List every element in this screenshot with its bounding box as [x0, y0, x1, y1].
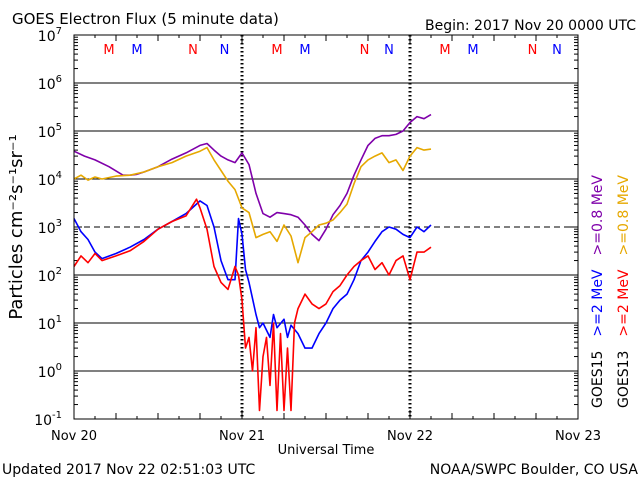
- y-tick-label: 105: [38, 122, 62, 141]
- satellite-marker: N: [220, 43, 230, 58]
- x-tick-label: Nov 20: [51, 429, 97, 444]
- y-tick-exponent: 6: [56, 74, 62, 85]
- satellite-marker: M: [299, 43, 310, 58]
- y-tick-label: 100: [38, 362, 62, 381]
- legend-entry-goes15_2mev: >=2 MeV: [590, 269, 606, 337]
- legend-entry-goes13_2mev: >=2 MeV: [616, 269, 632, 337]
- x-axis-label: Universal Time: [278, 443, 375, 458]
- satellite-marker: N: [528, 43, 538, 58]
- satellite-marker: N: [188, 43, 198, 58]
- y-tick-label: 10-1: [34, 410, 62, 429]
- y-tick-exponent: 4: [56, 170, 62, 181]
- updated-timestamp: Updated 2017 Nov 22 02:51:03 UTC: [2, 462, 255, 478]
- satellite-marker: N: [360, 43, 370, 58]
- data-series: [73, 113, 432, 412]
- chart-title: GOES Electron Flux (5 minute data): [12, 10, 279, 28]
- legend: GOES15 >=2 MeV >=0.8 MeV GOES13 >=2 MeV >=0.8…: [590, 175, 632, 408]
- y-tick-label: 101: [38, 314, 62, 333]
- y-tick-exponent: 3: [56, 218, 62, 229]
- satellite-marker: M: [467, 43, 478, 58]
- legend-satellite-label: GOES15: [590, 351, 606, 408]
- y-tick-exponent: 1: [56, 314, 62, 325]
- y-axis-label: Particles cm⁻²s⁻¹sr⁻¹: [6, 134, 27, 319]
- y-tick-exponent: 7: [56, 26, 62, 37]
- series-line-goes13_2mev: [73, 198, 432, 412]
- series-line-goes15_08mev: [73, 113, 432, 242]
- x-tick-label: Nov 22: [387, 429, 433, 444]
- legend-entry-goes15_08mev: >=0.8 MeV: [590, 175, 606, 256]
- satellite-marker: M: [271, 43, 282, 58]
- y-tick-label: 103: [38, 218, 62, 237]
- satellite-marker: M: [439, 43, 450, 58]
- begin-date-label: Begin: 2017 Nov 20 0000 UTC: [425, 18, 636, 34]
- x-tick-label: Nov 23: [555, 429, 601, 444]
- satellite-marker: N: [384, 43, 394, 58]
- y-tick-label: 102: [38, 266, 62, 285]
- plot-frame: [73, 34, 579, 420]
- gridlines: [74, 35, 578, 419]
- y-tick-label: 106: [38, 74, 62, 93]
- satellite-marker: M: [131, 43, 142, 58]
- legend-column-goes15: GOES15 >=2 MeV >=0.8 MeV: [590, 175, 606, 408]
- y-tick-exponent: 2: [56, 266, 62, 277]
- y-tick-label: 107: [38, 26, 62, 45]
- y-tick-exponent: 0: [56, 362, 62, 373]
- credit-label: NOAA/SWPC Boulder, CO USA: [430, 462, 639, 478]
- satellite-marker: M: [103, 43, 114, 58]
- x-axis-ticks: Nov 20 Nov 21 Nov 22 Nov 23: [51, 35, 601, 444]
- x-tick-label: Nov 21: [219, 429, 265, 444]
- legend-satellite-label: GOES13: [616, 351, 632, 408]
- y-tick-exponent: 5: [56, 122, 62, 133]
- y-tick-exponent: -1: [52, 410, 62, 421]
- legend-entry-goes13_08mev: >=0.8 MeV: [616, 175, 632, 256]
- series-line-goes13_08mev: [73, 146, 432, 264]
- satellite-marker: N: [552, 43, 562, 58]
- legend-column-goes13: GOES13 >=2 MeV >=0.8 MeV: [616, 175, 632, 408]
- y-tick-label: 104: [38, 170, 62, 189]
